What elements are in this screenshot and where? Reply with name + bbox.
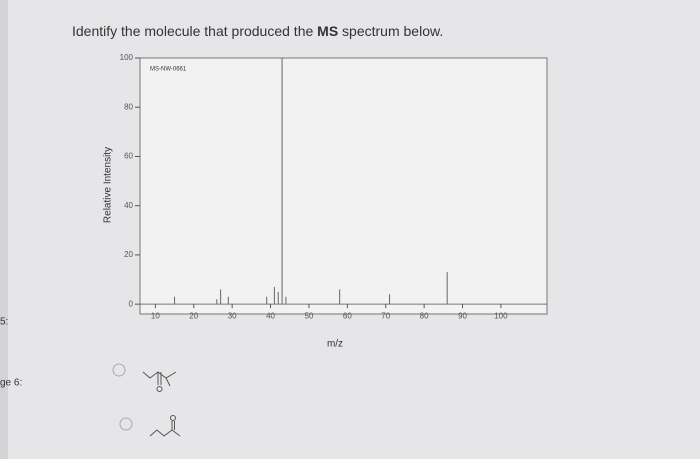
molecule-2 [149, 415, 181, 437]
x-tick-label: 10 [151, 311, 160, 320]
plot: 0 20 40 60 80 100 10 20 30 40 50 60 70 80 90 100 [120, 53, 548, 320]
x-tick-label: 90 [458, 311, 467, 320]
question-part: Identify the molecule that produced the [72, 23, 317, 39]
y-tick-label: 20 [124, 250, 133, 259]
y-tick-label: 100 [120, 53, 134, 62]
x-tick-label: 40 [266, 311, 275, 320]
sidebar-label: ge 6: [0, 378, 22, 389]
x-axis-label: m/z [327, 339, 343, 350]
y-tick-label: 0 [129, 299, 134, 308]
left-edge [0, 0, 8, 459]
x-tick-label: 60 [343, 311, 352, 320]
y-tick-label: 80 [124, 102, 133, 111]
x-tick-label: 20 [189, 311, 198, 320]
question-part: spectrum below. [338, 23, 443, 39]
question: Identify the molecule that produced the … [72, 23, 443, 39]
molecule-1 [142, 371, 177, 392]
plot-frame [139, 57, 548, 315]
y-axis-label: Relative Intensity [103, 147, 114, 223]
y-tick-label: 40 [124, 201, 133, 210]
x-tick-label: 100 [494, 311, 508, 320]
x-tick-label: 50 [304, 311, 313, 320]
spectrum-id: MS-NW-0661 [150, 67, 187, 73]
sidebar-label: 5: [0, 317, 8, 328]
x-tick-label: 30 [228, 311, 237, 320]
question-part: MS [317, 23, 338, 39]
radio-option[interactable] [119, 417, 133, 431]
x-tick-label: 70 [381, 311, 390, 320]
y-tick-label: 60 [124, 152, 133, 161]
x-tick-label: 80 [420, 311, 429, 320]
radio-option[interactable] [112, 363, 126, 377]
